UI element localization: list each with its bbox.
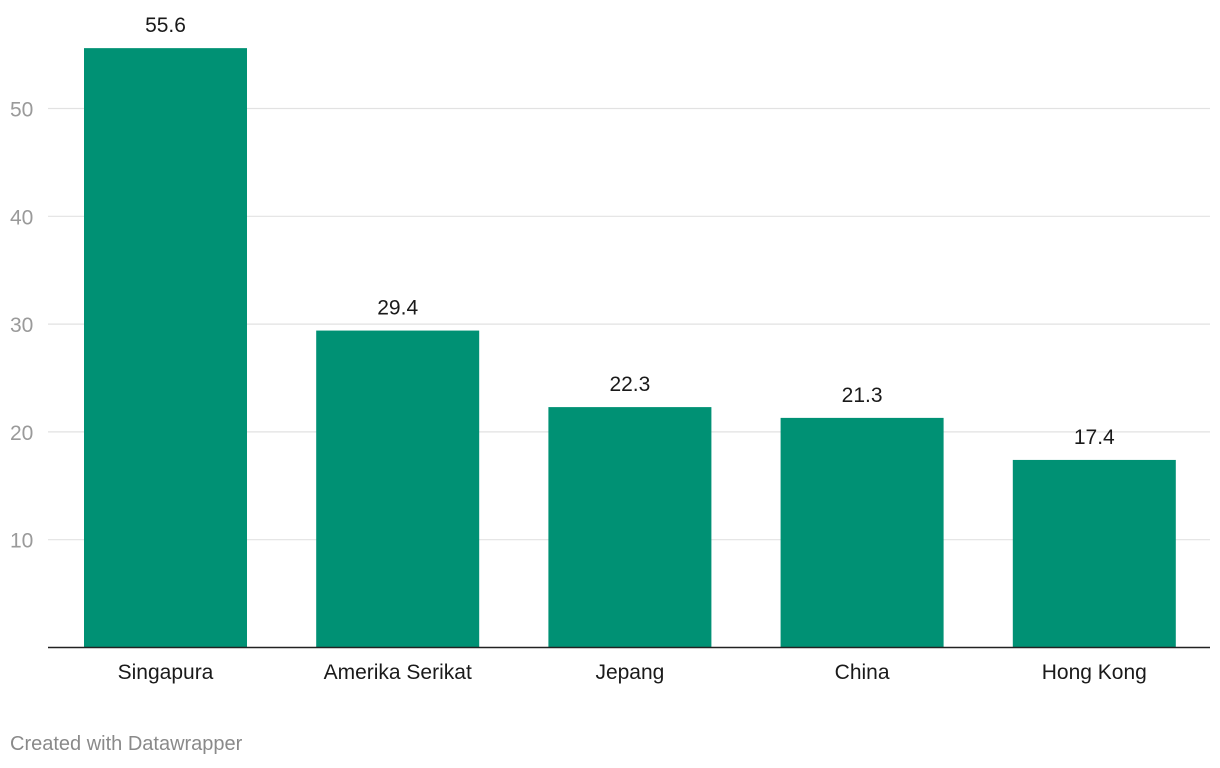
bars: [84, 48, 1176, 648]
bar-chart: 10 20 30 40 50 55.6 29.4 22.3 21.3 17.4 Singapur…: [10, 14, 1210, 684]
bar-jepang: [548, 407, 712, 648]
x-axis-ticks: Singapura Amerika Serikat Jepang China Hong …: [118, 661, 1147, 684]
value-label-singapura: 55.6: [145, 14, 186, 37]
y-axis-ticks: 10 20 30 40 50: [10, 99, 33, 553]
datawrapper-credit: Created with Datawrapper: [10, 733, 243, 755]
value-labels: 55.6 29.4 22.3 21.3 17.4: [145, 14, 1115, 449]
x-tick-label-hong-kong: Hong Kong: [1042, 661, 1147, 684]
x-tick-label-amerika-serikat: Amerika Serikat: [324, 661, 472, 684]
x-tick-label-jepang: Jepang: [595, 661, 664, 684]
y-tick-label-20: 20: [10, 422, 33, 445]
bar-hong-kong: [1012, 459, 1176, 648]
value-label-hong-kong: 17.4: [1074, 426, 1115, 449]
x-tick-label-singapura: Singapura: [118, 661, 214, 684]
value-label-jepang: 22.3: [609, 373, 650, 396]
bar-amerika-serikat: [316, 330, 480, 648]
bar-china: [780, 417, 944, 648]
y-tick-label-10: 10: [10, 530, 33, 553]
y-tick-label-40: 40: [10, 206, 33, 229]
y-tick-label-30: 30: [10, 314, 33, 337]
value-label-china: 21.3: [842, 384, 883, 407]
value-label-amerika-serikat: 29.4: [377, 297, 418, 320]
y-tick-label-50: 50: [10, 99, 33, 122]
x-tick-label-china: China: [835, 661, 890, 684]
bar-singapura: [84, 48, 247, 648]
